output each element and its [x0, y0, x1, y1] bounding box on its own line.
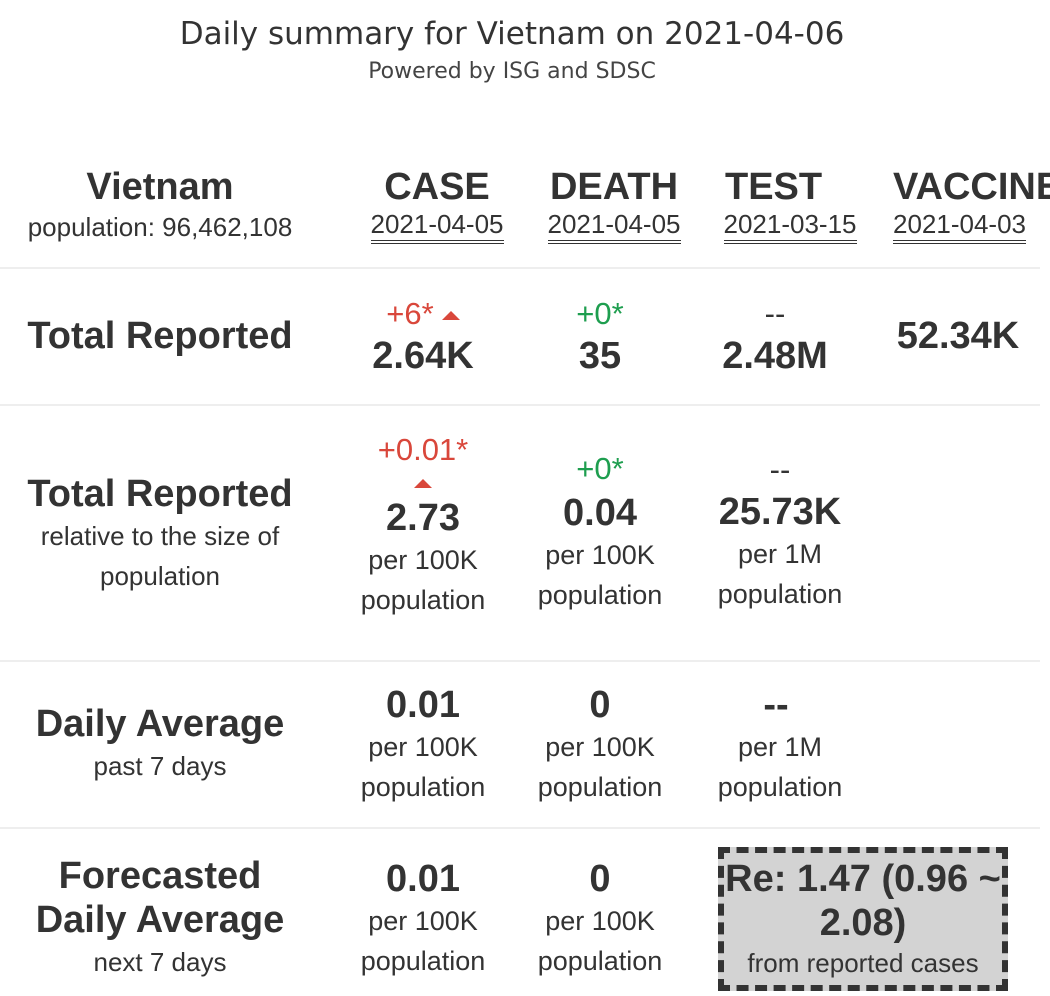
forecast-death-unit: per 100K population	[537, 906, 663, 976]
relative-test-cell: -- 25.73K per 1M population	[690, 452, 870, 614]
row-header-total: Total Reported	[0, 314, 320, 358]
relative-death-unit: per 100K population	[537, 540, 663, 610]
daily-case-cell: 0.01 per 100K population	[338, 683, 508, 807]
total-case-cell: +6* 2.64K	[338, 296, 508, 378]
row-divider	[0, 404, 1040, 406]
total-test-value: 2.48M	[722, 335, 828, 377]
row-header-relative: Total Reported relative to the size of p…	[0, 472, 320, 596]
row-label-forecast: Forecasted Daily Average	[35, 855, 285, 941]
total-vaccine-value: 52.34K	[896, 315, 1020, 357]
column-header-death: DEATH 2021-04-05	[529, 165, 699, 244]
daily-test-cell: -- per 1M population	[690, 683, 870, 807]
relative-case-value: 2.73	[386, 497, 460, 539]
daily-death-cell: 0 per 100K population	[515, 683, 685, 807]
forecast-case-cell: 0.01 per 100K population	[338, 857, 508, 981]
re-value: Re: 1.47 (0.96 ~ 2.08)	[725, 858, 1001, 944]
daily-test-value: --	[763, 684, 789, 726]
row-header-daily: Daily Average past 7 days	[0, 702, 320, 786]
daily-case-unit: per 100K population	[360, 732, 486, 802]
relative-test-change: --	[769, 452, 791, 487]
daily-death-unit: per 100K population	[537, 732, 663, 802]
column-date-vaccine[interactable]: 2021-04-03	[893, 209, 1026, 244]
column-date-test[interactable]: 2021-03-15	[723, 209, 857, 244]
row-label-total: Total Reported	[27, 315, 293, 357]
increase-triangle-icon	[414, 479, 432, 488]
column-header-case: CASE 2021-04-05	[352, 165, 522, 244]
column-label-case: CASE	[384, 166, 490, 208]
row-label-relative: Total Reported	[27, 473, 293, 515]
total-test-change: --	[764, 296, 786, 331]
population-label: population: 96,462,108	[27, 212, 293, 242]
daily-test-unit: per 1M population	[717, 732, 843, 802]
total-vaccine-cell: 52.34K	[873, 314, 1043, 358]
total-death-value: 35	[578, 335, 622, 377]
column-label-death: DEATH	[549, 166, 679, 208]
page-title: Daily summary for Vietnam on 2021-04-06	[179, 16, 845, 52]
row-label-daily: Daily Average	[35, 703, 285, 745]
page-subtitle: Powered by ISG and SDSC	[368, 59, 656, 84]
row-divider	[0, 267, 1040, 269]
row-divider	[0, 827, 1040, 829]
column-label-test: TEST	[725, 166, 823, 208]
forecast-death-value: 0	[589, 858, 611, 900]
re-note: from reported cases	[747, 948, 979, 978]
daily-case-value: 0.01	[386, 684, 460, 726]
forecast-death-cell: 0 per 100K population	[515, 857, 685, 981]
country-header: Vietnam population: 96,462,108	[0, 165, 320, 245]
relative-case-unit: per 100K population	[360, 545, 486, 615]
column-label-vaccine: VACCINE	[893, 166, 1050, 208]
row-sublabel-forecast: next 7 days	[93, 947, 227, 977]
row-sublabel-daily: past 7 days	[93, 751, 227, 781]
relative-death-change: +0*	[576, 451, 624, 486]
relative-death-value: 0.04	[563, 492, 637, 534]
relative-test-unit: per 1M population	[717, 539, 843, 609]
total-death-change: +0*	[576, 296, 624, 331]
column-header-test: TEST 2021-03-15	[705, 165, 875, 244]
daily-death-value: 0	[589, 684, 611, 726]
total-case-value: 2.64K	[372, 335, 474, 377]
total-case-change: +6*	[338, 296, 508, 332]
forecast-case-value: 0.01	[386, 858, 460, 900]
row-header-forecast: Forecasted Daily Average next 7 days	[0, 854, 320, 982]
column-header-vaccine: VACCINE 2021-04-03	[893, 165, 1050, 244]
re-estimate-box: Re: 1.47 (0.96 ~ 2.08) from reported cas…	[718, 847, 1008, 991]
relative-death-cell: +0* 0.04 per 100K population	[515, 451, 685, 615]
forecast-case-unit: per 100K population	[360, 906, 486, 976]
country-name: Vietnam	[86, 166, 234, 208]
column-date-case[interactable]: 2021-04-05	[370, 209, 504, 244]
total-test-cell: -- 2.48M	[690, 296, 860, 378]
column-date-death[interactable]: 2021-04-05	[547, 209, 681, 244]
total-death-cell: +0* 35	[515, 296, 685, 378]
increase-triangle-icon	[441, 311, 460, 321]
row-sublabel-relative: relative to the size of population	[40, 521, 280, 591]
relative-case-change: +0.01*	[377, 432, 469, 467]
row-divider	[0, 660, 1040, 662]
relative-case-cell: +0.01* 2.73 per 100K population	[338, 432, 508, 620]
relative-test-value: 25.73K	[718, 491, 842, 533]
